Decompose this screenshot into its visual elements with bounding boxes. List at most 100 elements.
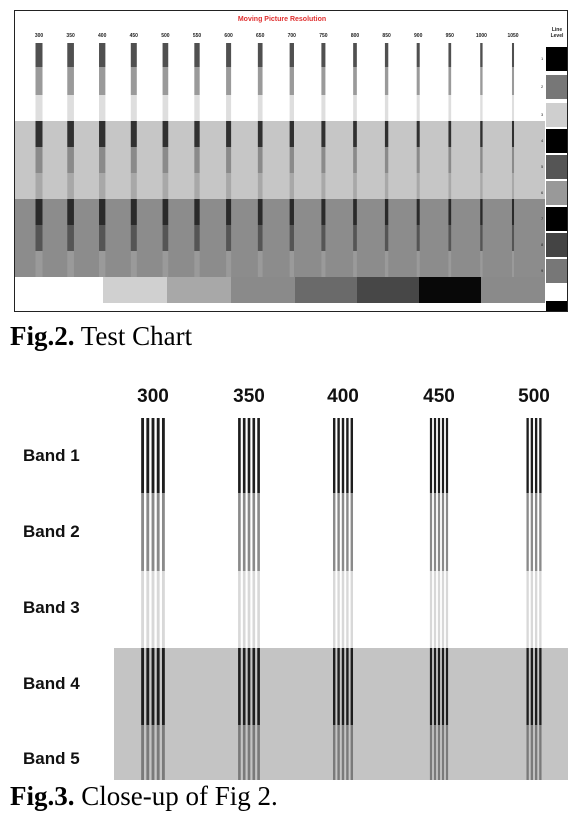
fig2-line-group [194, 225, 200, 251]
fig3-resolution-line [445, 725, 449, 780]
fig2-line-group [448, 67, 452, 95]
fig3-resolution-line [437, 571, 441, 648]
fig2-line-group [67, 225, 74, 251]
fig2-line-group [480, 173, 483, 199]
fig3-resolution-line [441, 571, 445, 648]
fig2-line-group [67, 67, 74, 95]
fig2-column-label: 400 [98, 33, 107, 39]
fig2-gray-step [481, 277, 545, 303]
fig2-line-group [384, 225, 389, 251]
fig2-line-group [353, 251, 357, 277]
fig2-line-group [99, 199, 106, 225]
fig3-resolution-line [445, 648, 449, 725]
fig2-column-labels: 300 350 400 450 500 550 600 650 700 750 800 850 900 9… [15, 33, 567, 43]
fig3-closeup: 300 350 400 450 500 Band 1 Band 2 Band 3 Band 4… [0, 375, 578, 780]
fig2-line-group [321, 147, 326, 173]
fig2-line-group [480, 251, 483, 277]
fig3-resolution-line [530, 725, 534, 780]
fig2-line-group [384, 173, 389, 199]
fig2-column-label: 700 [287, 33, 296, 39]
fig2-line-group [321, 67, 326, 95]
fig2-line-group [35, 147, 43, 173]
fig2-line-group [416, 251, 420, 277]
fig2-gray-step [103, 277, 167, 303]
fig2-line-group [226, 43, 232, 67]
fig2-level-number: 3 [541, 112, 544, 117]
fig3-resolution-line [530, 648, 534, 725]
fig2-line-group [321, 251, 326, 277]
fig3-resolution-line [238, 648, 241, 725]
fig3-resolution-line [247, 725, 251, 780]
fig2-line-group [416, 43, 420, 67]
fig2-line-group [511, 225, 515, 251]
fig2-column-label: 750 [319, 33, 328, 39]
fig3-resolution-line [247, 493, 251, 571]
fig2-line-group [289, 199, 294, 225]
fig2-line-group [289, 147, 294, 173]
fig2-line-group [511, 121, 515, 147]
fig2-band-lightgray [15, 121, 545, 199]
fig2-line-group [99, 95, 106, 121]
fig2-line-group [480, 67, 483, 95]
fig2-gray-step [167, 277, 231, 303]
fig3-resolution-line [337, 493, 340, 571]
fig2-level-number: 1 [541, 56, 544, 61]
fig2-column-label: 900 [414, 33, 423, 39]
fig2-line-group [130, 225, 137, 251]
fig2-column-label: 1000 [475, 33, 487, 39]
fig2-line-group [448, 43, 452, 67]
fig2-line-group [99, 67, 106, 95]
fig2-line-group [194, 199, 200, 225]
fig3-column-label: 400 [327, 386, 359, 407]
fig2-line-group [257, 251, 263, 277]
fig2-level-number: 2 [541, 84, 544, 89]
fig2-column-label: 1050 [507, 33, 519, 39]
fig3-resolution-line [530, 571, 534, 648]
fig2-line-group [130, 121, 137, 147]
fig2-line-group [257, 199, 263, 225]
fig3-closeup-graphic [114, 418, 568, 780]
fig3-resolution-line [341, 725, 345, 780]
fig2-line-group [511, 43, 515, 67]
fig2-line-group [480, 43, 483, 67]
fig3-resolution-line [429, 648, 433, 725]
fig2-line-group [130, 67, 137, 95]
fig2-level-number: 4 [541, 138, 544, 143]
fig3-column-label: 350 [233, 386, 265, 407]
fig3-resolution-line [242, 418, 246, 493]
fig2-line-group [257, 43, 263, 67]
fig2-line-group [353, 225, 357, 251]
fig2-line-group [130, 173, 137, 199]
fig3-resolution-line [445, 571, 449, 648]
fig2-line-group [289, 251, 294, 277]
fig2-caption-number: Fig.2. [10, 321, 75, 351]
fig3-resolution-line [539, 725, 542, 780]
fig2-line-group [162, 251, 169, 277]
fig2-line-group [99, 43, 106, 67]
fig2-line-group [321, 199, 326, 225]
fig3-resolution-line [346, 571, 349, 648]
fig2-line-group [99, 251, 106, 277]
fig3-resolution-line [539, 571, 542, 648]
fig2-line-group [67, 251, 74, 277]
fig3-resolution-line [429, 725, 433, 780]
fig3-resolution-line [437, 725, 441, 780]
fig2-line-group [226, 173, 232, 199]
fig3-resolution-line [156, 418, 160, 493]
fig2-gray-step [231, 277, 295, 303]
fig3-resolution-line [242, 725, 246, 780]
fig2-line-group [257, 225, 263, 251]
fig3-resolution-line [429, 418, 433, 493]
fig2-line-group [130, 251, 137, 277]
fig2-level-swatch [546, 207, 567, 231]
fig3-resolution-line [252, 418, 256, 493]
fig2-level-swatch [546, 129, 567, 153]
fig2-line-group [35, 251, 43, 277]
fig2-line-group [226, 147, 232, 173]
fig2-line-group [35, 121, 43, 147]
fig3-resolution-line [141, 493, 145, 571]
fig3-resolution-line [526, 725, 529, 780]
fig2-line-group [480, 225, 483, 251]
fig2-line-group [416, 67, 420, 95]
fig3-resolution-line [530, 493, 534, 571]
